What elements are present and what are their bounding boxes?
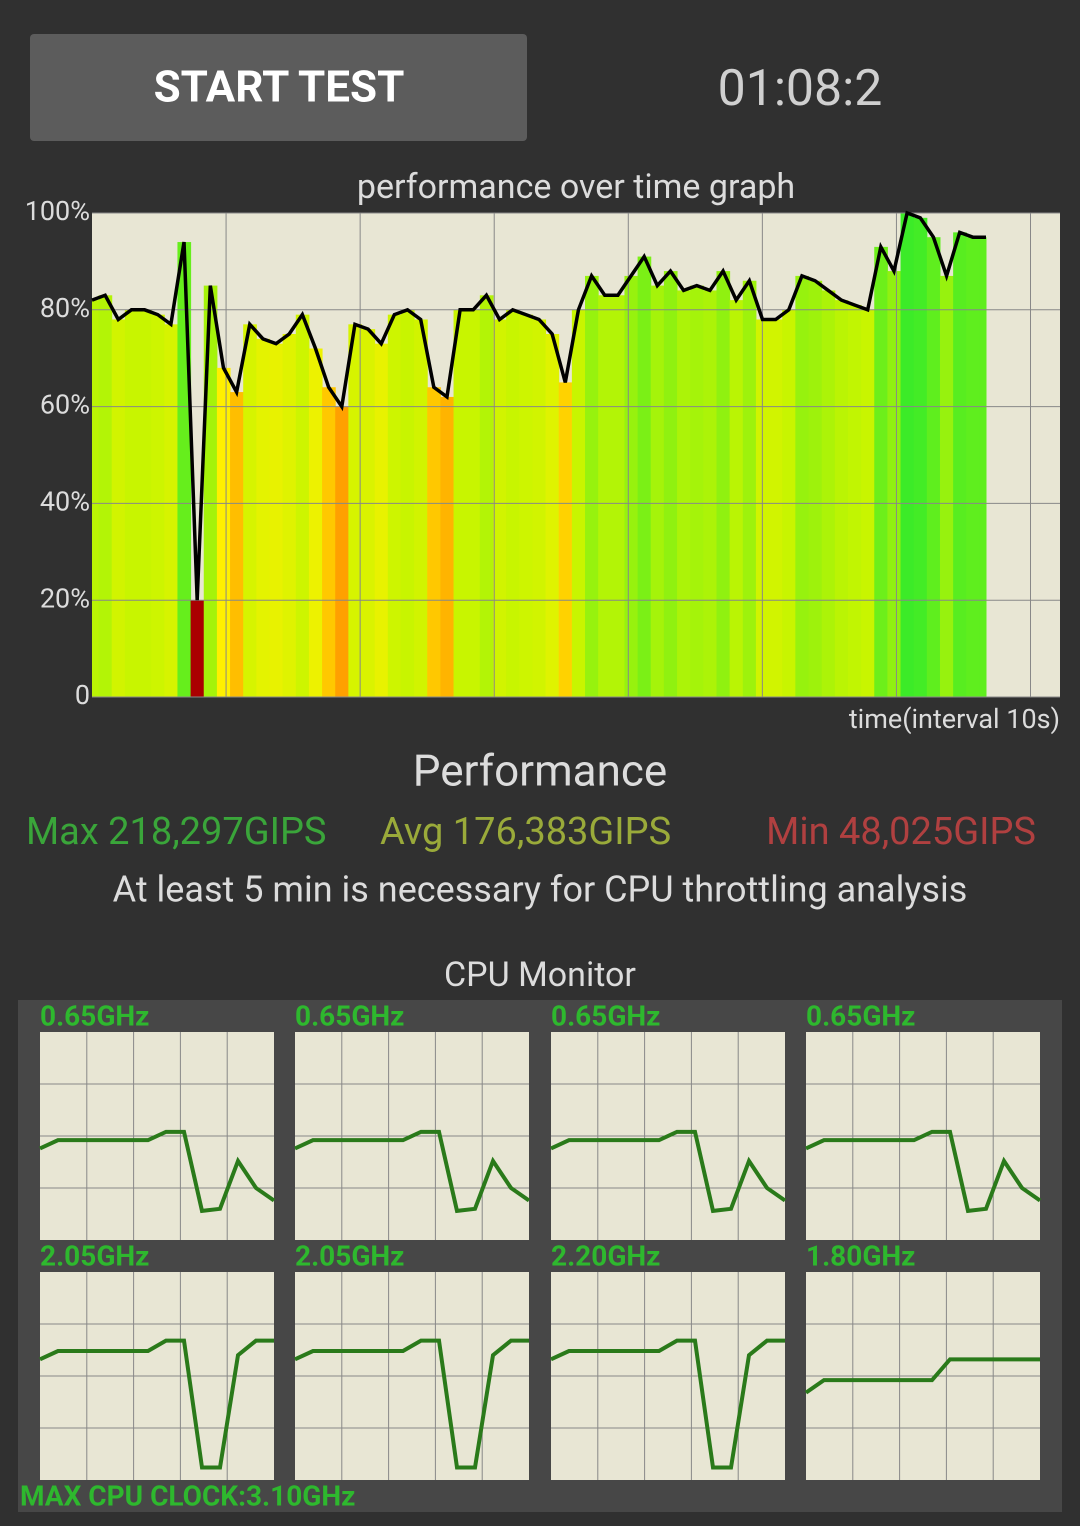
performance-bar	[414, 319, 428, 697]
performance-bar	[164, 324, 178, 697]
core-frequency: 0.65GHz	[551, 999, 660, 1032]
performance-bar	[611, 295, 625, 697]
performance-bar	[190, 600, 205, 697]
performance-bar	[939, 275, 954, 697]
y-tick-label: 40%	[40, 486, 90, 518]
performance-bar	[742, 280, 757, 697]
performance-bar	[979, 237, 987, 697]
performance-bar	[295, 314, 310, 697]
performance-bar	[663, 271, 678, 697]
performance-bar	[92, 300, 100, 697]
performance-bar	[585, 275, 599, 697]
performance-bar	[243, 324, 257, 697]
cpu-monitor-title: CPU Monitor	[444, 955, 636, 995]
performance-bar	[650, 285, 665, 697]
performance-bar	[558, 382, 573, 697]
performance-bar	[966, 237, 980, 697]
performance-bar	[98, 295, 113, 697]
performance-bar	[427, 387, 441, 697]
performance-bar	[269, 343, 284, 697]
performance-bar	[703, 290, 717, 697]
performance-bar	[111, 319, 126, 697]
y-tick-label: 0	[75, 679, 90, 711]
performance-bar	[690, 285, 704, 697]
performance-bar	[926, 237, 941, 697]
performance-line	[91, 210, 986, 601]
x-axis-label: time(interval 10s)	[849, 703, 1060, 735]
y-tick-label: 60%	[40, 389, 90, 421]
core-line	[804, 1357, 1040, 1395]
performance-bar	[821, 290, 836, 697]
performance-bar	[874, 246, 888, 697]
performance-bar	[256, 338, 270, 697]
core-line	[39, 1129, 276, 1214]
performance-bar	[479, 295, 494, 697]
core-frequency: 1.80GHz	[806, 1239, 915, 1272]
core-line	[39, 1338, 274, 1470]
core-line	[294, 1338, 529, 1470]
performance-bar	[532, 319, 547, 697]
performance-bar	[729, 300, 744, 697]
core-line	[805, 1129, 1042, 1214]
performance-bar	[440, 396, 455, 697]
min-stat: Min 48,025GIPS	[766, 810, 1036, 854]
performance-bar	[624, 275, 639, 697]
start-button[interactable]	[30, 34, 527, 141]
performance-bar	[230, 392, 244, 697]
y-tick-label: 100%	[25, 195, 90, 227]
timer: 01:08:2	[718, 60, 883, 118]
core-frequency: 2.05GHz	[295, 1239, 404, 1272]
performance-bar	[913, 217, 928, 697]
performance-bar	[808, 280, 823, 697]
performance-bar	[716, 271, 731, 697]
performance-bar	[769, 319, 783, 697]
performance-bar	[953, 232, 967, 698]
performance-bar	[203, 285, 218, 697]
performance-bar	[519, 314, 533, 697]
performance-bar	[151, 314, 165, 697]
performance-bar	[348, 324, 363, 697]
performance-title: Performance	[413, 745, 668, 797]
y-tick-label: 80%	[40, 292, 90, 324]
max-cpu-clock: MAX CPU CLOCK:3.10GHz	[20, 1479, 355, 1512]
core-line	[550, 1129, 787, 1214]
performance-bar	[847, 304, 862, 697]
performance-bar	[387, 314, 402, 697]
performance-bar	[335, 406, 349, 697]
performance-bar	[545, 334, 560, 697]
max-stat: Max 218,297GIPS	[26, 810, 327, 854]
core-line	[294, 1129, 531, 1214]
core-frequency: 2.05GHz	[40, 1239, 149, 1272]
performance-bar	[216, 367, 231, 697]
performance-bar	[374, 343, 389, 697]
performance-bar	[637, 256, 652, 697]
note: At least 5 min is necessary for CPU thro…	[113, 869, 968, 911]
performance-bar	[308, 348, 323, 697]
core-line	[550, 1338, 785, 1470]
chart-title: performance over time graph	[357, 167, 795, 207]
performance-bar	[887, 271, 902, 697]
avg-stat: Avg 176,383GIPS	[380, 810, 671, 854]
performance-bar	[598, 295, 612, 697]
y-tick-label: 20%	[40, 582, 90, 614]
performance-bar	[492, 319, 507, 697]
core-frequency: 0.65GHz	[295, 999, 404, 1032]
core-frequency: 2.20GHz	[551, 1239, 660, 1272]
performance-bar	[322, 387, 336, 697]
performance-bar	[900, 213, 915, 697]
performance-bar	[677, 290, 691, 697]
performance-bar	[282, 334, 297, 697]
core-frequency: 0.65GHz	[40, 999, 149, 1032]
performance-bar	[834, 300, 849, 697]
start-button-label[interactable]: START TEST	[154, 61, 405, 113]
core-frequency: 0.65GHz	[806, 999, 915, 1032]
performance-bar	[795, 275, 810, 697]
performance-bar	[361, 329, 376, 697]
